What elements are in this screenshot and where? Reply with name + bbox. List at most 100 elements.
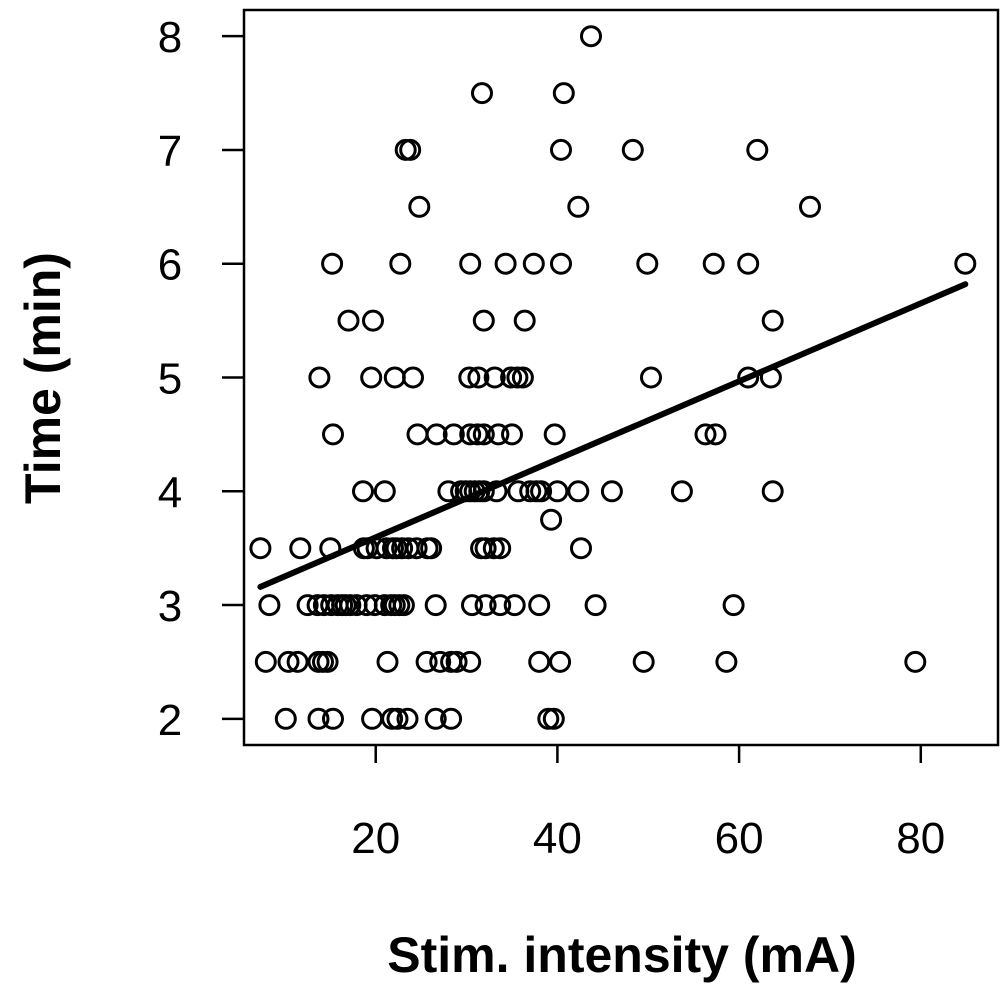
data-point	[483, 366, 506, 389]
data-point	[406, 423, 429, 446]
data-point	[522, 252, 545, 275]
data-point	[482, 537, 505, 560]
data-point	[296, 594, 319, 617]
data-point	[373, 480, 396, 503]
data-point	[402, 366, 424, 389]
y-tick-label: 7	[158, 127, 182, 176]
data-point	[383, 366, 406, 389]
data-point	[737, 252, 760, 275]
data-point	[489, 594, 512, 617]
data-point	[425, 423, 448, 446]
y-tick-label: 8	[158, 13, 182, 62]
y-tick-label: 2	[158, 696, 182, 745]
data-point	[567, 195, 590, 218]
data-point	[415, 650, 438, 673]
data-point	[352, 480, 374, 503]
data-point	[424, 594, 447, 617]
y-tick-label: 6	[158, 241, 182, 290]
data-point	[621, 138, 644, 161]
data-point	[636, 252, 659, 275]
data-point	[511, 366, 534, 389]
data-point	[307, 707, 330, 730]
data-point	[389, 252, 412, 275]
data-point	[584, 594, 607, 617]
data-point	[442, 423, 465, 446]
data-point	[472, 480, 495, 503]
data-point	[424, 707, 447, 730]
data-point	[550, 138, 572, 161]
data-point	[408, 195, 431, 218]
data-point	[472, 423, 495, 446]
data-point	[570, 537, 592, 560]
data-point	[600, 480, 623, 503]
y-axis: 2 3 4 5 6 7 8	[158, 13, 244, 745]
data-point	[316, 650, 339, 673]
data-point	[715, 650, 738, 673]
regression-line	[257, 281, 969, 590]
data-point	[339, 594, 362, 617]
x-axis-title: Stim. intensity (mA)	[387, 927, 856, 983]
data-point	[580, 25, 602, 48]
x-tick-label: 60	[715, 814, 764, 863]
data-point	[632, 650, 655, 673]
y-axis-title: Time (min)	[15, 252, 71, 504]
data-point	[277, 650, 300, 673]
data-point	[322, 423, 344, 446]
data-point	[543, 423, 566, 446]
data-point	[546, 480, 569, 503]
data-point	[459, 423, 482, 446]
data-point	[549, 650, 572, 673]
y-tick-label: 5	[158, 355, 182, 404]
data-point	[519, 480, 542, 503]
data-point	[437, 480, 460, 503]
data-point	[375, 537, 398, 560]
data-point	[494, 252, 517, 275]
data-point	[461, 594, 483, 617]
data-point	[746, 138, 769, 161]
data-point	[258, 594, 281, 617]
data-point	[761, 480, 784, 503]
y-tick-label: 4	[158, 468, 182, 517]
data-point	[274, 707, 297, 730]
data-point	[540, 508, 563, 531]
data-point	[396, 707, 419, 730]
data-point	[459, 650, 482, 673]
data-points	[249, 25, 977, 730]
data-point	[704, 423, 727, 446]
data-point	[513, 309, 536, 332]
data-point	[459, 252, 482, 275]
data-point	[904, 650, 927, 673]
data-point	[466, 423, 489, 446]
data-point	[737, 366, 760, 389]
data-point	[249, 537, 272, 560]
data-point	[489, 537, 512, 560]
data-point	[254, 650, 277, 673]
data-point	[386, 707, 409, 730]
y-tick-label: 3	[158, 582, 182, 631]
data-point	[399, 138, 422, 161]
data-point	[542, 707, 565, 730]
data-point	[445, 650, 468, 673]
data-point	[722, 594, 745, 617]
data-point	[440, 707, 463, 730]
data-point	[567, 480, 590, 503]
data-point	[308, 366, 331, 389]
data-point	[694, 423, 717, 446]
x-tick-label: 40	[533, 814, 582, 863]
data-point	[799, 195, 821, 218]
data-point	[472, 309, 495, 332]
plot-frame	[242, 8, 1000, 747]
data-point	[501, 423, 523, 446]
data-point	[530, 480, 553, 503]
data-point	[552, 82, 575, 105]
data-point	[420, 537, 443, 560]
data-point	[702, 252, 725, 275]
data-point	[640, 366, 662, 389]
x-axis: 20 40 60 80	[351, 745, 945, 863]
data-point	[376, 650, 399, 673]
data-point	[503, 594, 526, 617]
data-point	[670, 480, 693, 503]
data-point	[528, 594, 551, 617]
data-point	[429, 650, 452, 673]
